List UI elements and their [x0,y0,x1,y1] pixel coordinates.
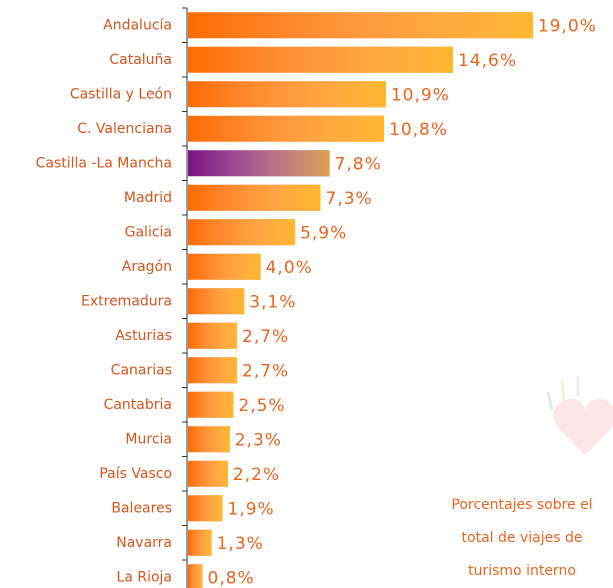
value-label: 1,3% [217,534,264,554]
bar-shine [188,529,212,556]
value-label: 7,8% [335,154,382,174]
value-label: 0,8% [208,568,255,588]
decor-icon [546,376,613,455]
category-label: Murcia [125,431,172,447]
value-label: 2,7% [242,361,289,381]
bar-shine [188,12,533,39]
category-label: Castilla -La Mancha [36,155,172,171]
bar-shine [188,219,296,246]
value-label: 3,1% [249,292,296,312]
bar-shine [188,426,230,453]
annotation: Porcentajes sobre el [451,497,592,513]
bar-shine [188,150,330,177]
value-label: 2,7% [242,327,289,347]
value-label: 14,6% [458,51,517,71]
bar-shine [188,81,386,108]
value-label: 2,3% [235,430,282,450]
bar-shine [188,495,223,522]
bar-shine [188,460,228,487]
category-label: Canarias [111,362,172,378]
bar-shine [188,564,203,588]
category-label: Extremadura [81,293,172,309]
category-label: País Vasco [99,466,172,482]
category-label: Cantabria [104,397,172,413]
bar-shine [188,253,261,280]
bar-shine [188,288,245,315]
bar-shine [188,357,238,384]
category-label: Madrid [124,190,172,206]
category-label: Aragón [122,259,172,275]
bar-shine [188,115,385,142]
category-label: La Rioja [117,569,172,585]
category-label: Baleares [111,500,172,516]
category-label: Castilla y León [70,86,172,102]
category-label: Navarra [116,535,172,551]
annotation: total de viajes de [462,530,583,546]
bar-shine [188,46,453,73]
category-label: Andalucía [103,17,172,33]
value-label: 4,0% [266,258,313,278]
bar-shine [188,184,321,211]
annotation: turismo interno [468,563,576,579]
category-label: Galicia [125,224,172,240]
value-label: 2,5% [238,396,285,416]
value-label: 10,9% [391,85,450,105]
bar-shine [188,322,238,349]
category-label: C. Valenciana [77,121,172,137]
value-label: 1,9% [227,499,274,519]
category-label: Asturias [115,328,172,344]
category-label: Cataluña [109,52,172,68]
value-label: 2,2% [233,465,280,485]
value-label: 19,0% [538,16,597,36]
value-label: 5,9% [300,223,347,243]
bar-shine [188,391,234,418]
value-label: 7,3% [325,189,372,209]
value-label: 10,8% [389,120,448,140]
